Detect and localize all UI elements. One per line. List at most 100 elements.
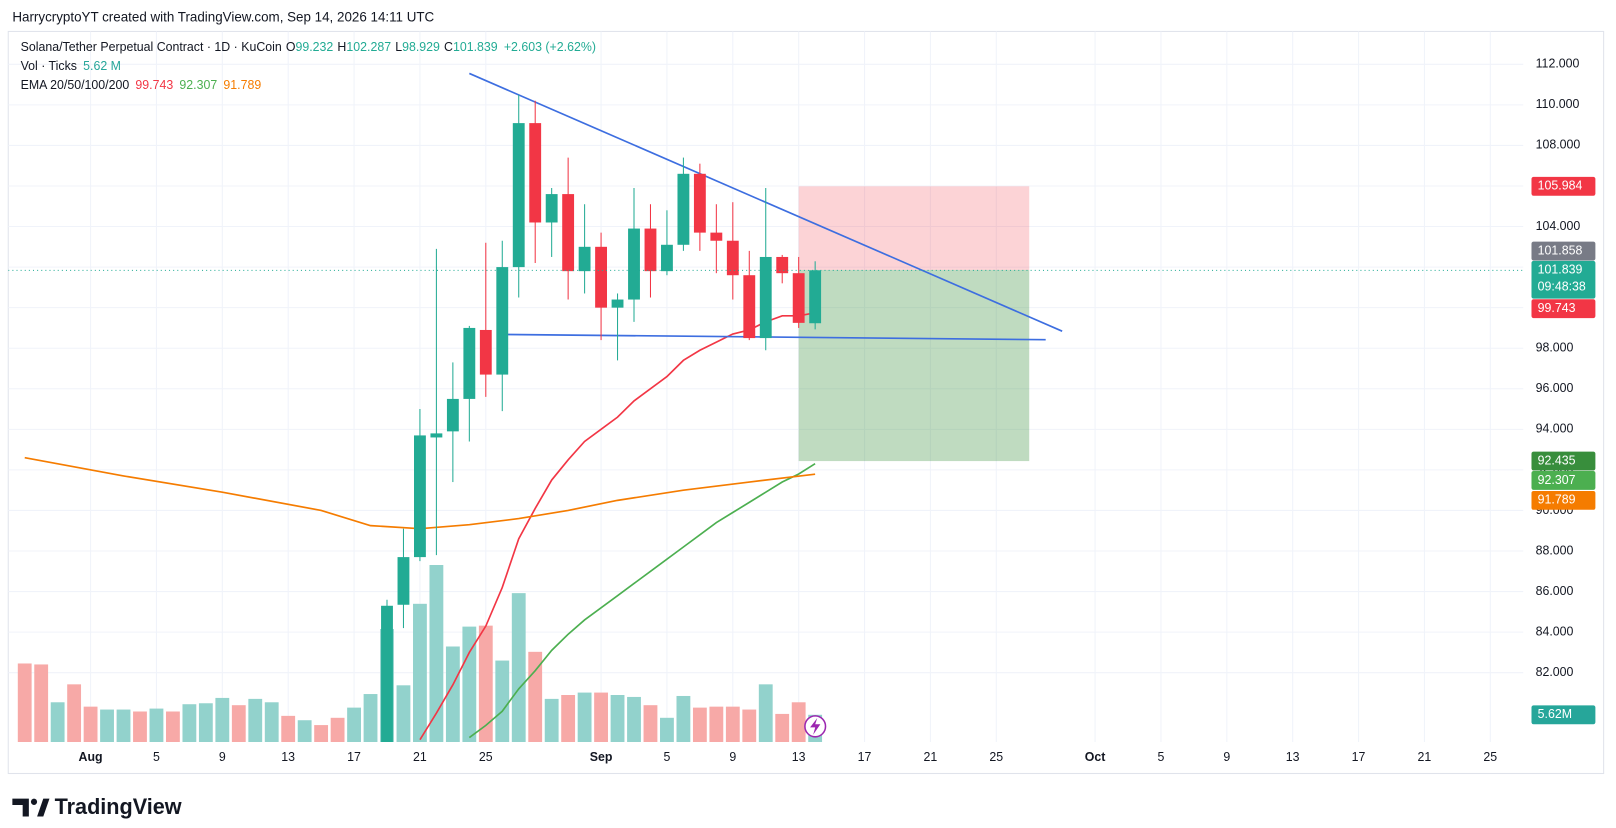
x-tick-label: Aug <box>79 750 103 764</box>
volume-bar <box>676 695 691 743</box>
x-tick-label: 17 <box>1352 750 1366 764</box>
price-label: 92.435 <box>1538 453 1576 467</box>
legend-item: H <box>337 40 346 54</box>
header: HarrycryptoYT created with TradingView.c… <box>12 9 434 24</box>
volume-bar <box>83 706 98 743</box>
volume-bar <box>133 711 147 743</box>
volume-bar <box>314 725 329 743</box>
x-tick-label: Sep <box>590 750 613 764</box>
price-label: 99.743 <box>1538 301 1576 315</box>
volume-bar <box>363 694 378 743</box>
x-tick-label: 9 <box>1223 750 1230 764</box>
volume-bar <box>413 603 427 743</box>
price-label-bg <box>1531 471 1596 490</box>
volume-bar <box>198 703 213 743</box>
volume-bar <box>281 715 296 743</box>
volume-bar <box>791 702 806 743</box>
y-tick-label: 110.000 <box>1536 97 1580 111</box>
volume-bar <box>166 711 180 743</box>
legend-item: 99.232 <box>296 40 334 54</box>
x-tick-label: 13 <box>1286 750 1300 764</box>
x-tick-label: 25 <box>989 750 1003 764</box>
volume-bar <box>429 565 444 743</box>
price-label-bg <box>1531 490 1596 510</box>
price-label: 101.839 <box>1538 263 1583 277</box>
candle-body <box>693 173 706 233</box>
volume-bar <box>330 717 345 743</box>
x-tick-label: 5 <box>1158 750 1165 764</box>
candle-body <box>463 327 476 399</box>
legend-item: 91.789 <box>223 78 261 92</box>
volume-bar <box>742 709 757 743</box>
volume-bar <box>725 706 740 743</box>
price-label-bg <box>1531 260 1596 299</box>
candle-body <box>710 232 723 241</box>
legend: Solana/Tether Perpetual Contract · 1D · … <box>21 40 596 92</box>
volume-bar <box>50 702 65 743</box>
x-tick-label: 5 <box>153 750 160 764</box>
volume-bar <box>577 692 592 743</box>
candle-body <box>529 123 542 223</box>
plot <box>8 72 1524 743</box>
volume-bar <box>297 720 312 743</box>
volume-bar <box>544 698 559 743</box>
candle-body <box>743 275 756 339</box>
legend-item: 102.287 <box>346 40 391 54</box>
legend-line: EMA 20/50/100/200 99.743 92.307 91.789 <box>21 78 262 92</box>
countdown-label: 09:48:38 <box>1538 279 1586 293</box>
candle-body <box>578 246 591 272</box>
candle-body <box>446 398 459 432</box>
x-tick-label: 21 <box>413 750 427 764</box>
volume-bar <box>264 702 279 743</box>
y-tick-label: 96.000 <box>1536 381 1574 395</box>
volume-bar <box>511 593 526 743</box>
x-tick-label: 5 <box>664 750 671 764</box>
y-tick-label: 112.000 <box>1536 57 1580 71</box>
candle-body <box>611 299 624 308</box>
price-label: 105.984 <box>1538 179 1583 193</box>
volume-bar <box>149 708 164 743</box>
legend-item: EMA 20/50/100/200 <box>21 78 130 92</box>
candle-body <box>595 246 607 308</box>
legend-item: L <box>395 40 402 54</box>
frame <box>7 30 1605 775</box>
legend-item: +2.603 (+2.62%) <box>504 40 596 54</box>
candle-body <box>628 228 640 300</box>
volume-bar <box>215 697 230 743</box>
logo: TradingView <box>12 794 183 819</box>
volume-bar <box>495 660 510 743</box>
y-tick-label: 98.000 <box>1536 340 1574 354</box>
candle-body <box>726 240 739 276</box>
x-tick-label: 13 <box>281 750 295 764</box>
volume-bar <box>445 646 460 743</box>
trendline <box>502 333 1046 341</box>
candle-body <box>430 433 443 438</box>
candle-body <box>562 194 575 272</box>
candle-body <box>381 605 393 743</box>
grid <box>8 31 1524 743</box>
y-tick-label: 94.000 <box>1536 422 1574 436</box>
volume-bar <box>100 709 114 743</box>
price-label: 5.62M <box>1538 707 1572 721</box>
y-tick-label: 104.000 <box>1536 219 1581 233</box>
legend-line: Vol · Ticks 5.62 M <box>21 59 121 73</box>
volume-bar <box>182 704 197 743</box>
candle-body <box>792 273 805 323</box>
candle-body <box>479 329 492 375</box>
x-tick-label: Oct <box>1085 750 1106 764</box>
candle-body <box>677 173 690 245</box>
target-zone <box>798 269 1030 462</box>
x-tick-label: 25 <box>1483 750 1497 764</box>
ema-line <box>24 456 816 530</box>
volume-bar <box>17 663 32 743</box>
volume-bar <box>231 705 246 743</box>
price-label: 91.789 <box>1538 493 1576 507</box>
candle-body <box>759 256 772 339</box>
price-label-bg <box>1531 705 1596 725</box>
legend-item: 92.307 <box>179 78 217 92</box>
price-label-bg <box>1531 176 1596 196</box>
candle-body <box>512 123 525 268</box>
x-tick-label: 21 <box>924 750 938 764</box>
volume-bar <box>462 626 477 743</box>
